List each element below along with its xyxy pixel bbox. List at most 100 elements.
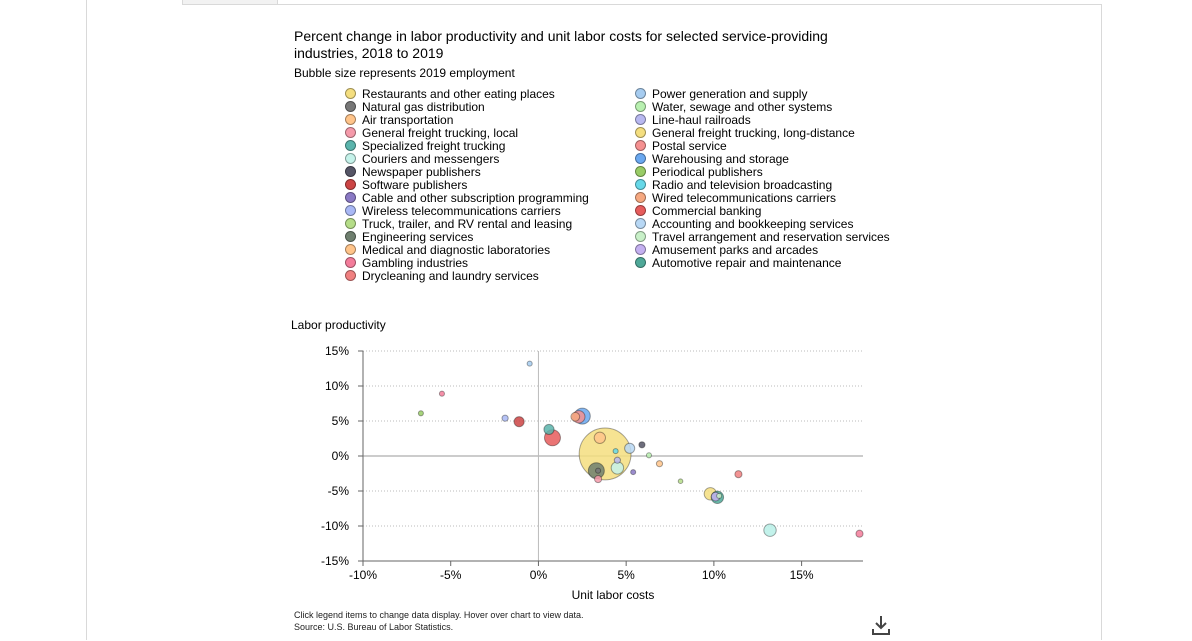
legend-item[interactable]: Truck, trailer, and RV rental and leasin… bbox=[342, 216, 589, 231]
legend-item[interactable]: Gambling industries bbox=[342, 256, 589, 270]
legend-item[interactable]: Medical and diagnostic laboratories bbox=[342, 243, 589, 257]
legend-item[interactable]: Wireless telecommunications carriers bbox=[342, 204, 589, 218]
chart-subtitle: Bubble size represents 2019 employment bbox=[294, 66, 515, 80]
notes-instruction: Click legend items to change data displa… bbox=[294, 610, 584, 620]
data-point[interactable]: Natural gas distribution bbox=[595, 467, 602, 474]
x-tick-label: 10% bbox=[702, 568, 726, 582]
legend-item[interactable]: Automotive repair and maintenance bbox=[632, 255, 890, 270]
data-point[interactable]: Water, sewage and other systems bbox=[645, 452, 652, 459]
legend-label: Radio and television broadcasting bbox=[652, 177, 833, 192]
legend-item[interactable]: Drycleaning and laundry services bbox=[342, 269, 589, 283]
legend-swatch bbox=[635, 166, 646, 177]
legend-swatch bbox=[345, 270, 356, 281]
legend-item[interactable]: Specialized freight trucking bbox=[342, 139, 589, 153]
legend-item[interactable]: Warehousing and storage bbox=[632, 152, 890, 166]
data-point[interactable]: Drycleaning and laundry services bbox=[734, 470, 743, 479]
download-icon[interactable] bbox=[871, 614, 891, 636]
legend-label: Truck, trailer, and RV rental and leasin… bbox=[362, 216, 573, 231]
notes-source: Source: U.S. Bureau of Labor Statistics. bbox=[294, 622, 454, 632]
x-axis-label: Unit labor costs bbox=[572, 588, 655, 602]
legend-item[interactable]: Wired telecommunications carriers bbox=[632, 190, 890, 205]
legend-swatch bbox=[635, 88, 646, 99]
y-tick-label: 10% bbox=[325, 379, 349, 393]
legend-column-2: Power generation and supply Water, sewage… bbox=[632, 86, 890, 270]
legend-item[interactable]: Amusement parks and arcades bbox=[632, 242, 890, 257]
tab-stub[interactable] bbox=[182, 0, 278, 5]
legend-item[interactable]: General freight trucking, local bbox=[342, 126, 589, 140]
chart-notes: Click legend items to change data displa… bbox=[294, 609, 583, 633]
legend-swatch bbox=[345, 179, 356, 190]
legend-item[interactable]: General freight trucking, long-distance bbox=[632, 126, 890, 140]
legend-swatch bbox=[345, 192, 356, 203]
legend-item[interactable]: Air transportation bbox=[342, 112, 589, 127]
legend-swatch bbox=[635, 153, 646, 164]
legend-swatch bbox=[635, 179, 646, 190]
legend-item[interactable]: Natural gas distribution bbox=[342, 100, 589, 114]
legend-swatch bbox=[345, 218, 356, 229]
data-point[interactable]: Cable and other subscription programming bbox=[630, 469, 637, 476]
legend-item[interactable]: Software publishers bbox=[342, 178, 589, 192]
legend-item[interactable]: Postal service bbox=[632, 139, 890, 153]
legend-swatch bbox=[635, 244, 646, 255]
legend-item[interactable]: Engineering services bbox=[342, 230, 589, 244]
data-point[interactable]: Line-haul railroads bbox=[613, 456, 621, 464]
legend-label: Power generation and supply bbox=[652, 86, 808, 101]
legend-label: Line-haul railroads bbox=[652, 112, 751, 127]
frame-top-border bbox=[276, 4, 1102, 5]
data-point[interactable]: Wireless telecommunications carriers bbox=[501, 414, 509, 422]
data-point[interactable]: Newspaper publishers bbox=[638, 441, 646, 449]
legend-swatch bbox=[635, 140, 646, 151]
legend-label: Automotive repair and maintenance bbox=[652, 255, 842, 270]
data-point[interactable]: Medical and diagnostic laboratories bbox=[655, 460, 664, 468]
data-point[interactable]: Gambling industries bbox=[438, 390, 445, 397]
legend-item[interactable]: Line-haul railroads bbox=[632, 112, 890, 127]
legend-label: Wired telecommunications carriers bbox=[652, 190, 837, 205]
data-point[interactable]: Truck, trailer, and RV rental and leasin… bbox=[677, 478, 684, 484]
legend-item[interactable]: Restaurants and other eating places bbox=[342, 86, 589, 101]
scatter-plot[interactable]: 15%10%5%0%-5%-10%-15%-10% -5% 0% 5% 10% 15%Un… bbox=[290, 340, 890, 608]
data-point[interactable]: Accounting and bookkeeping services bbox=[624, 442, 636, 454]
legend-label: Cable and other subscription programming bbox=[362, 190, 589, 205]
legend-item[interactable]: Radio and television broadcasting bbox=[632, 177, 890, 192]
x-tick-label: -5% bbox=[440, 568, 462, 582]
legend-item[interactable]: Newspaper publishers bbox=[342, 164, 589, 179]
legend-item[interactable]: Periodical publishers bbox=[632, 164, 890, 179]
legend-item[interactable]: Travel arrangement and reservation servi… bbox=[632, 230, 890, 244]
data-point[interactable]: Travel arrangement and reservation servi… bbox=[716, 492, 723, 499]
legend-label: Couriers and messengers bbox=[362, 151, 500, 166]
x-tick-label: 0% bbox=[530, 568, 548, 582]
data-point[interactable]: General freight trucking, local bbox=[594, 475, 603, 484]
y-tick-label: -15% bbox=[321, 554, 349, 568]
legend-swatch bbox=[635, 114, 646, 125]
data-point[interactable]: Software publishers bbox=[513, 416, 525, 428]
y-axis-label: Labor productivity bbox=[291, 318, 386, 332]
legend-label: Periodical publishers bbox=[652, 164, 763, 179]
data-point[interactable]: Radio and television broadcasting bbox=[612, 448, 619, 455]
frame-left-border bbox=[86, 0, 87, 640]
legend-label: Accounting and bookkeeping services bbox=[652, 216, 854, 231]
x-tick-label: 15% bbox=[790, 568, 814, 582]
y-tick-label: 15% bbox=[325, 344, 349, 358]
data-point[interactable]: Air transportation bbox=[593, 431, 606, 444]
legend-swatch bbox=[345, 166, 356, 177]
data-point[interactable]: Specialized freight trucking bbox=[543, 423, 555, 435]
data-point[interactable] bbox=[763, 523, 777, 537]
legend-item[interactable]: Water, sewage and other systems bbox=[632, 100, 890, 114]
legend-item[interactable]: Cable and other subscription programming bbox=[342, 190, 589, 205]
legend-label: Amusement parks and arcades bbox=[652, 242, 819, 257]
y-tick-label: -10% bbox=[321, 519, 349, 533]
legend-item[interactable]: Power generation and supply bbox=[632, 86, 890, 101]
legend-label: Newspaper publishers bbox=[362, 164, 481, 179]
data-point[interactable]: Power generation and supply bbox=[526, 360, 533, 367]
legend-swatch bbox=[635, 127, 646, 138]
legend-item[interactable]: Commercial banking bbox=[632, 204, 890, 218]
legend-swatch bbox=[635, 218, 646, 229]
data-point[interactable]: Periodical publishers bbox=[417, 410, 424, 417]
data-point[interactable]: Wired telecommunications carriers bbox=[570, 411, 581, 422]
legend-swatch bbox=[345, 101, 356, 112]
legend-item[interactable]: Accounting and bookkeeping services bbox=[632, 216, 890, 231]
data-point[interactable] bbox=[855, 529, 864, 538]
legend-label: Restaurants and other eating places bbox=[362, 86, 555, 101]
legend-label: Air transportation bbox=[362, 112, 454, 127]
legend-item[interactable]: Couriers and messengers bbox=[342, 151, 589, 166]
